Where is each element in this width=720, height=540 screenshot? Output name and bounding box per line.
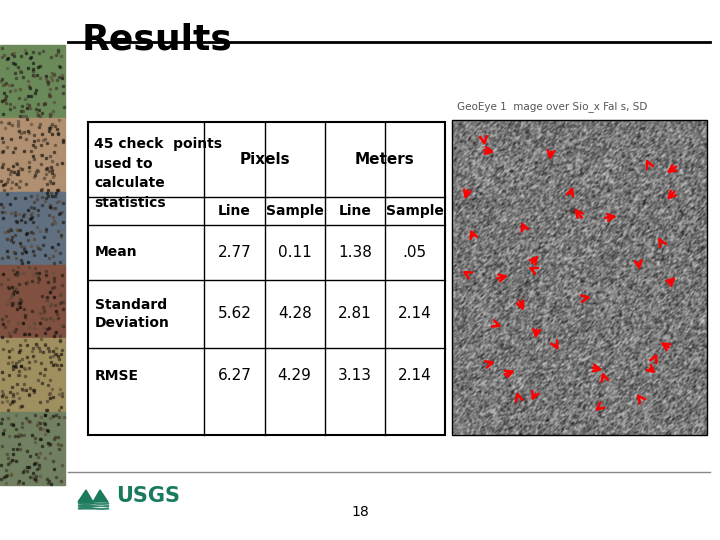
- Bar: [0, 411, 65, 485]
- Text: .05: .05: [403, 245, 427, 260]
- Text: 2.77: 2.77: [217, 245, 251, 260]
- Bar: [0, 45, 65, 118]
- Polygon shape: [78, 490, 108, 502]
- Text: 2.14: 2.14: [398, 368, 432, 383]
- Text: USGS: USGS: [116, 486, 180, 506]
- Text: 0.11: 0.11: [278, 245, 312, 260]
- Text: 6.27: 6.27: [217, 368, 251, 383]
- Text: GeoEye 1  mage over Sio_x Fal s, SD: GeoEye 1 mage over Sio_x Fal s, SD: [457, 101, 647, 112]
- Text: Sample: Sample: [386, 204, 444, 218]
- Text: Meters: Meters: [355, 152, 415, 167]
- Bar: [0, 265, 65, 339]
- Bar: [452, 120, 707, 435]
- Text: Sample: Sample: [266, 204, 323, 218]
- Text: 4.28: 4.28: [278, 307, 312, 321]
- Bar: [88, 122, 445, 435]
- Text: 5.62: 5.62: [217, 307, 251, 321]
- Text: 2.81: 2.81: [338, 307, 372, 321]
- Text: RMSE: RMSE: [95, 368, 139, 382]
- Text: Results: Results: [82, 22, 233, 56]
- Text: 18: 18: [351, 505, 369, 519]
- Text: Line: Line: [218, 204, 251, 218]
- Text: 45 check  points
used to
calculate
statistics: 45 check points used to calculate statis…: [94, 137, 222, 210]
- Text: 3.13: 3.13: [338, 368, 372, 383]
- Text: Standard
Deviation: Standard Deviation: [95, 298, 170, 329]
- Bar: [0, 339, 65, 411]
- Text: 4.29: 4.29: [278, 368, 312, 383]
- Text: Pixels: Pixels: [239, 152, 290, 167]
- Bar: [0, 118, 65, 192]
- Text: 1.38: 1.38: [338, 245, 372, 260]
- Text: Mean: Mean: [95, 246, 138, 260]
- Bar: [0, 192, 65, 265]
- Text: 2.14: 2.14: [398, 307, 432, 321]
- Text: Line: Line: [338, 204, 372, 218]
